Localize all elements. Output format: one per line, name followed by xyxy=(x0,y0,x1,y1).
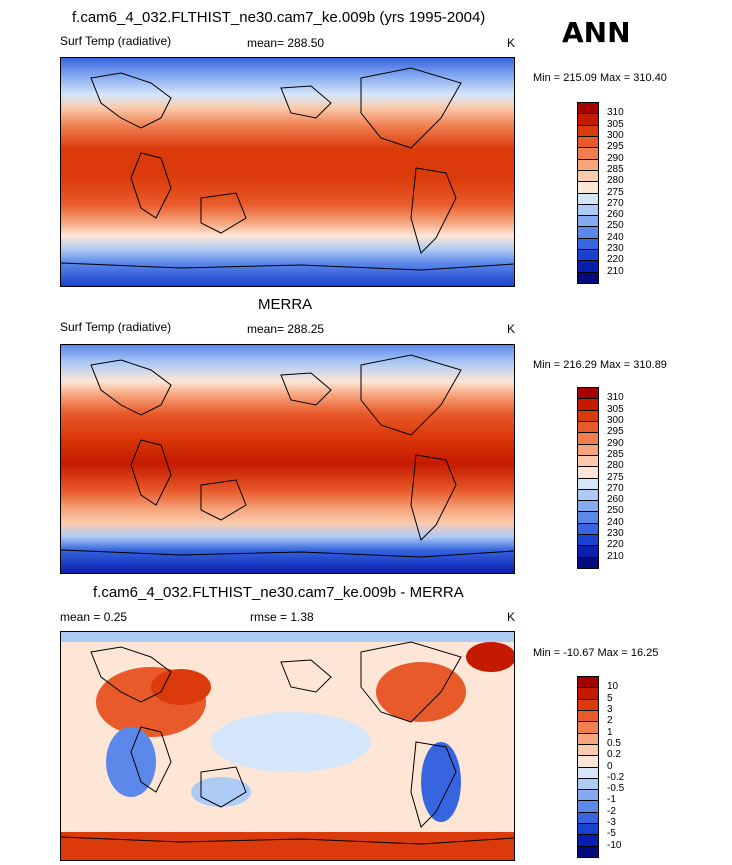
panel-2-variable-label: Surf Temp (radiative) xyxy=(60,320,172,334)
panel-3-coastlines xyxy=(61,641,514,845)
colorbar-tick-label: 285 xyxy=(607,163,624,175)
panel-3-anomaly-patches xyxy=(61,632,514,860)
colorbar-tick-label: 240 xyxy=(607,231,624,243)
panel-2-title: MERRA xyxy=(258,296,313,313)
panel-2-colorbar: 310 305 300 295 290 285 280 275 270 260 250 240 230 2… xyxy=(577,387,657,569)
colorbar-cell xyxy=(577,845,599,858)
colorbar-tick-label: 0.2 xyxy=(607,749,621,761)
panel-3-title: f.cam6_4_032.FLTHIST_ne30.cam7_ke.009b -… xyxy=(93,584,464,601)
colorbar-tick-label: 300 xyxy=(607,129,624,141)
panel-3-map-canvas xyxy=(61,632,514,860)
panel-2-coastlines xyxy=(61,354,514,558)
colorbar-tick-label: 275 xyxy=(607,471,624,483)
colorbar-tick-label: 210 xyxy=(607,265,624,277)
colorbar-tick-label: 250 xyxy=(607,220,624,232)
panel-2-units: K xyxy=(507,322,516,336)
colorbar-tick-label: 310 xyxy=(607,107,624,119)
panel-3-colorbar: 10 5 3 2 1 0.5 0.2 0 -0.2 -0.5 -1 -2 -3 -5 -10 xyxy=(577,676,657,858)
colorbar-tick-label: 270 xyxy=(607,482,624,494)
colorbar-tick-label: 210 xyxy=(607,550,624,562)
colorbar-tick-label: 3 xyxy=(607,703,613,715)
panel-1-coastlines xyxy=(61,67,514,271)
panel-2-mean-label: mean= 288.25 xyxy=(247,322,325,336)
panel-2-minmax: Min = 216.29 Max = 310.89 xyxy=(533,359,667,371)
colorbar-tick-label: 250 xyxy=(607,505,624,517)
colorbar-tick-label: -3 xyxy=(607,817,616,829)
colorbar-tick-label: 280 xyxy=(607,460,624,472)
colorbar-tick-label: 0 xyxy=(607,760,613,772)
season-label: ANN xyxy=(562,16,631,49)
panel-3-units: K xyxy=(507,610,516,624)
colorbar-tick-label: -0.5 xyxy=(607,783,625,795)
colorbar-cell xyxy=(577,271,599,284)
panel-1-map xyxy=(60,57,515,287)
colorbar-cell xyxy=(577,556,599,569)
panel-3-map xyxy=(60,631,515,861)
colorbar-tick-label: 295 xyxy=(607,141,624,153)
colorbar-tick-label: 305 xyxy=(607,403,624,415)
colorbar-tick-label: 290 xyxy=(607,152,624,164)
panel-1-units: K xyxy=(507,36,516,50)
panel-1-variable-label: Surf Temp (radiative) xyxy=(60,34,172,48)
colorbar-tick-label: 220 xyxy=(607,539,624,551)
colorbar-tick-label: 285 xyxy=(607,448,624,460)
panel-2-map-canvas xyxy=(61,345,514,573)
panel-3-rmse-label: rmse = 1.38 xyxy=(250,610,314,624)
colorbar-tick-label: 230 xyxy=(607,528,624,540)
colorbar-tick-label: -1 xyxy=(607,794,616,806)
colorbar-tick-label: 230 xyxy=(607,243,624,255)
panel-1-mean-label: mean= 288.50 xyxy=(247,36,325,50)
panel-3-mean-label: mean = 0.25 xyxy=(60,610,128,624)
colorbar-tick-label: 270 xyxy=(607,197,624,209)
colorbar-tick-label: 290 xyxy=(607,437,624,449)
colorbar-tick-label: 240 xyxy=(607,516,624,528)
colorbar-tick-label: 1 xyxy=(607,726,613,738)
colorbar-tick-label: -0.2 xyxy=(607,771,625,783)
colorbar-tick-label: -10 xyxy=(607,839,622,851)
colorbar-tick-label: 260 xyxy=(607,209,624,221)
panel-1-colorbar: 310 305 300 295 290 285 280 275 270 260 250 240 230 2… xyxy=(577,102,657,284)
panel-2-field xyxy=(61,345,514,573)
colorbar-tick-label: -2 xyxy=(607,805,616,817)
colorbar-tick-label: 5 xyxy=(607,692,613,704)
panel-1-title: f.cam6_4_032.FLTHIST_ne30.cam7_ke.009b (… xyxy=(72,9,486,26)
colorbar-tick-label: -5 xyxy=(607,828,616,840)
panel-3-minmax: Min = -10.67 Max = 16.25 xyxy=(533,647,659,659)
panel-1-minmax: Min = 215.09 Max = 310.40 xyxy=(533,72,667,84)
panel-1-field xyxy=(61,58,514,286)
colorbar-tick-label: 280 xyxy=(607,175,624,187)
colorbar-tick-label: 300 xyxy=(607,414,624,426)
colorbar-tick-label: 260 xyxy=(607,494,624,506)
panel-1-map-canvas xyxy=(61,58,514,286)
colorbar-tick-label: 220 xyxy=(607,254,624,266)
colorbar-tick-label: 310 xyxy=(607,392,624,404)
colorbar-tick-label: 295 xyxy=(607,426,624,438)
colorbar-tick-label: 0.5 xyxy=(607,737,621,749)
colorbar-tick-label: 10 xyxy=(607,681,619,693)
colorbar-tick-label: 2 xyxy=(607,715,613,727)
panel-2-map xyxy=(60,344,515,574)
colorbar-tick-label: 305 xyxy=(607,118,624,130)
colorbar-tick-label: 275 xyxy=(607,186,624,198)
